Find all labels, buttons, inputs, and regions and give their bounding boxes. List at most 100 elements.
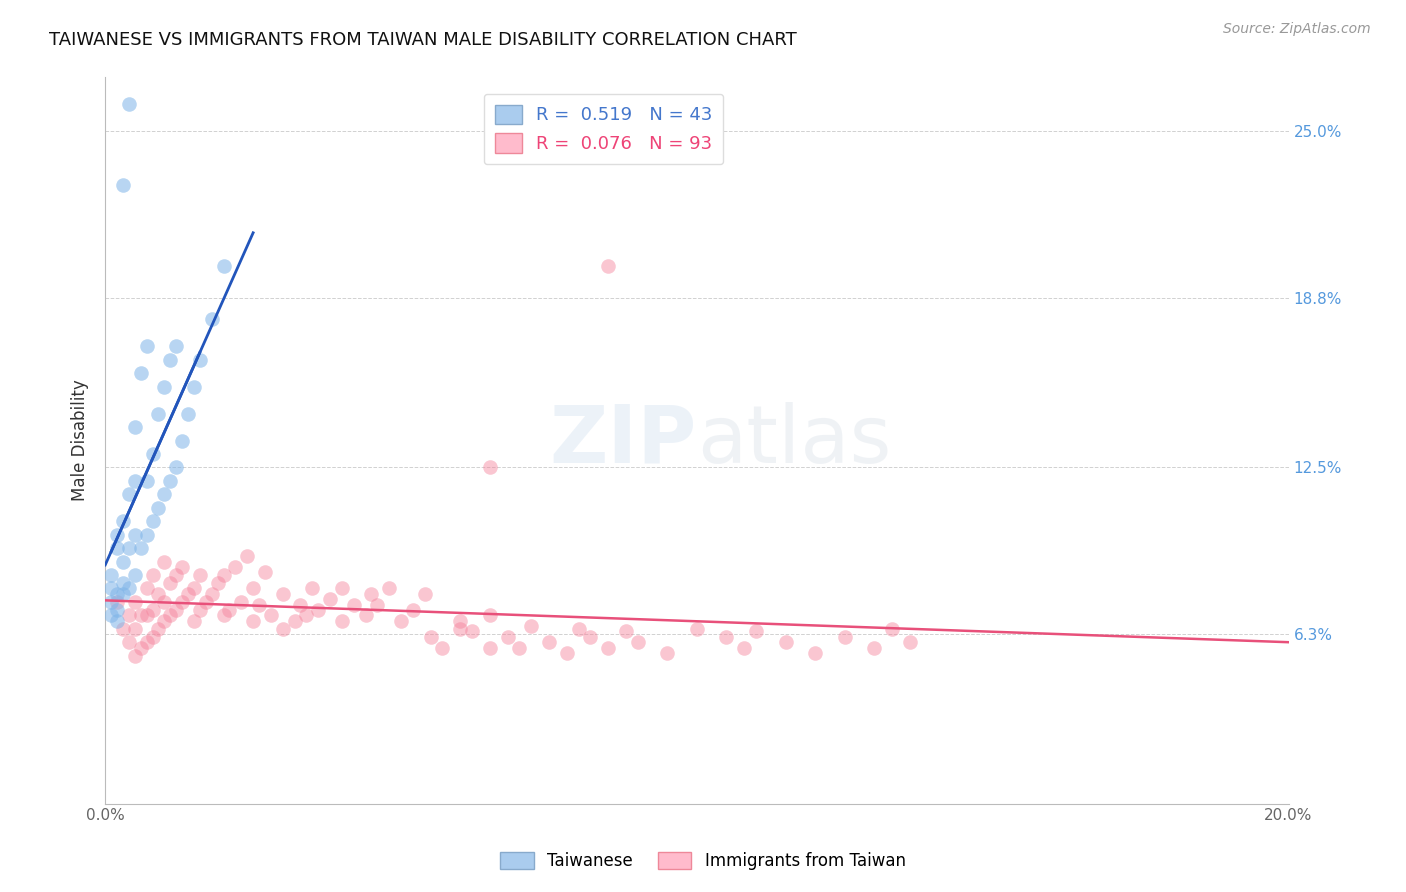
Immigrants from Taiwan: [124, 622, 146, 636]
Immigrants from Taiwan: [183, 582, 205, 596]
Immigrants from Taiwan: [172, 560, 194, 574]
Immigrants from Taiwan: [135, 608, 157, 623]
Immigrants from Taiwan: [242, 614, 264, 628]
Taiwanese: [100, 608, 122, 623]
Taiwanese: [159, 474, 181, 488]
Immigrants from Taiwan: [165, 568, 187, 582]
Immigrants from Taiwan: [898, 635, 921, 649]
Taiwanese: [111, 514, 134, 528]
Immigrants from Taiwan: [301, 582, 323, 596]
Taiwanese: [141, 447, 163, 461]
Immigrants from Taiwan: [124, 648, 146, 663]
Taiwanese: [105, 587, 128, 601]
Immigrants from Taiwan: [614, 624, 637, 639]
Immigrants from Taiwan: [478, 608, 501, 623]
Immigrants from Taiwan: [290, 598, 312, 612]
Immigrants from Taiwan: [378, 582, 401, 596]
Immigrants from Taiwan: [449, 622, 471, 636]
Taiwanese: [183, 380, 205, 394]
Text: Source: ZipAtlas.com: Source: ZipAtlas.com: [1223, 22, 1371, 37]
Immigrants from Taiwan: [863, 640, 886, 655]
Taiwanese: [129, 541, 152, 555]
Immigrants from Taiwan: [141, 630, 163, 644]
Legend: Taiwanese, Immigrants from Taiwan: Taiwanese, Immigrants from Taiwan: [494, 845, 912, 877]
Immigrants from Taiwan: [716, 630, 738, 644]
Immigrants from Taiwan: [330, 614, 353, 628]
Immigrants from Taiwan: [775, 635, 797, 649]
Immigrants from Taiwan: [330, 582, 353, 596]
Immigrants from Taiwan: [218, 603, 240, 617]
Taiwanese: [153, 487, 176, 501]
Immigrants from Taiwan: [745, 624, 768, 639]
Immigrants from Taiwan: [508, 640, 530, 655]
Immigrants from Taiwan: [354, 608, 377, 623]
Immigrants from Taiwan: [520, 619, 543, 633]
Immigrants from Taiwan: [153, 614, 176, 628]
Immigrants from Taiwan: [419, 630, 441, 644]
Taiwanese: [153, 380, 176, 394]
Taiwanese: [118, 97, 141, 112]
Immigrants from Taiwan: [153, 555, 176, 569]
Immigrants from Taiwan: [183, 614, 205, 628]
Immigrants from Taiwan: [319, 592, 342, 607]
Taiwanese: [105, 614, 128, 628]
Taiwanese: [111, 587, 134, 601]
Taiwanese: [118, 541, 141, 555]
Immigrants from Taiwan: [224, 560, 246, 574]
Immigrants from Taiwan: [148, 622, 170, 636]
Immigrants from Taiwan: [159, 576, 181, 591]
Immigrants from Taiwan: [148, 587, 170, 601]
Taiwanese: [141, 514, 163, 528]
Taiwanese: [172, 434, 194, 448]
Immigrants from Taiwan: [141, 568, 163, 582]
Immigrants from Taiwan: [118, 608, 141, 623]
Immigrants from Taiwan: [141, 603, 163, 617]
Immigrants from Taiwan: [449, 614, 471, 628]
Immigrants from Taiwan: [686, 622, 709, 636]
Immigrants from Taiwan: [496, 630, 519, 644]
Taiwanese: [177, 407, 200, 421]
Immigrants from Taiwan: [432, 640, 454, 655]
Taiwanese: [135, 527, 157, 541]
Immigrants from Taiwan: [555, 646, 578, 660]
Immigrants from Taiwan: [598, 640, 620, 655]
Immigrants from Taiwan: [478, 460, 501, 475]
Immigrants from Taiwan: [260, 608, 283, 623]
Immigrants from Taiwan: [478, 640, 501, 655]
Text: ZIP: ZIP: [550, 401, 697, 480]
Immigrants from Taiwan: [129, 640, 152, 655]
Taiwanese: [111, 576, 134, 591]
Immigrants from Taiwan: [366, 598, 388, 612]
Immigrants from Taiwan: [105, 595, 128, 609]
Immigrants from Taiwan: [207, 576, 229, 591]
Immigrants from Taiwan: [834, 630, 856, 644]
Taiwanese: [105, 527, 128, 541]
Taiwanese: [135, 339, 157, 353]
Taiwanese: [118, 487, 141, 501]
Taiwanese: [124, 527, 146, 541]
Taiwanese: [100, 568, 122, 582]
Taiwanese: [148, 500, 170, 515]
Immigrants from Taiwan: [194, 595, 217, 609]
Immigrants from Taiwan: [389, 614, 412, 628]
Taiwanese: [124, 568, 146, 582]
Immigrants from Taiwan: [177, 587, 200, 601]
Taiwanese: [201, 312, 224, 326]
Immigrants from Taiwan: [733, 640, 755, 655]
Immigrants from Taiwan: [283, 614, 305, 628]
Immigrants from Taiwan: [598, 259, 620, 273]
Immigrants from Taiwan: [804, 646, 827, 660]
Immigrants from Taiwan: [461, 624, 484, 639]
Immigrants from Taiwan: [153, 595, 176, 609]
Immigrants from Taiwan: [271, 622, 294, 636]
Immigrants from Taiwan: [188, 603, 211, 617]
Taiwanese: [105, 603, 128, 617]
Immigrants from Taiwan: [188, 568, 211, 582]
Immigrants from Taiwan: [537, 635, 560, 649]
Immigrants from Taiwan: [657, 646, 679, 660]
Taiwanese: [165, 460, 187, 475]
Text: atlas: atlas: [697, 401, 891, 480]
Taiwanese: [129, 366, 152, 380]
Taiwanese: [111, 555, 134, 569]
Immigrants from Taiwan: [247, 598, 270, 612]
